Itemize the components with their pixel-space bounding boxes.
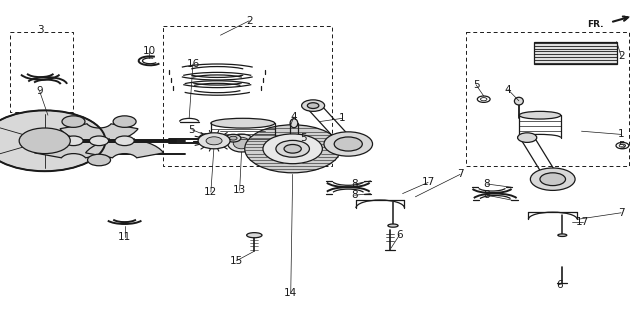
Text: 2: 2	[246, 16, 252, 26]
Text: 7: 7	[618, 208, 624, 218]
Text: 11: 11	[118, 232, 131, 242]
Text: 7: 7	[457, 169, 463, 180]
Circle shape	[88, 154, 111, 166]
Text: 14: 14	[284, 288, 297, 298]
Text: 4: 4	[505, 84, 511, 95]
Text: 8: 8	[484, 179, 490, 189]
Text: 9: 9	[36, 86, 43, 96]
Text: 8: 8	[351, 179, 358, 189]
Text: 2: 2	[618, 51, 624, 61]
Circle shape	[276, 140, 309, 157]
Text: 12: 12	[204, 187, 217, 197]
Circle shape	[530, 168, 575, 190]
Text: 15: 15	[230, 256, 243, 266]
Text: 6: 6	[556, 280, 562, 290]
Circle shape	[89, 136, 109, 146]
Circle shape	[62, 116, 85, 127]
Circle shape	[334, 137, 362, 151]
Text: 10: 10	[142, 46, 155, 56]
Ellipse shape	[290, 119, 298, 128]
Text: FR.: FR.	[587, 20, 604, 28]
Bar	[534, 42, 617, 64]
Text: 13: 13	[233, 185, 246, 196]
Circle shape	[64, 136, 83, 146]
Circle shape	[115, 136, 134, 146]
Circle shape	[263, 134, 323, 164]
Circle shape	[19, 128, 70, 154]
Ellipse shape	[558, 234, 567, 236]
Circle shape	[245, 125, 341, 173]
Ellipse shape	[514, 97, 523, 105]
Circle shape	[302, 100, 325, 111]
Circle shape	[206, 137, 222, 145]
Text: 5: 5	[618, 140, 624, 151]
Text: 5: 5	[300, 132, 307, 143]
Text: 3: 3	[37, 25, 43, 36]
Text: 4: 4	[291, 112, 297, 122]
Text: 8: 8	[484, 190, 490, 200]
Circle shape	[540, 173, 566, 186]
Circle shape	[0, 110, 105, 171]
Circle shape	[518, 133, 537, 142]
Ellipse shape	[233, 137, 250, 149]
Text: 8: 8	[351, 190, 358, 200]
Text: 1: 1	[339, 113, 345, 124]
Ellipse shape	[519, 111, 561, 119]
Circle shape	[229, 136, 237, 140]
Circle shape	[198, 133, 230, 149]
Circle shape	[113, 116, 136, 127]
Circle shape	[284, 145, 302, 153]
Ellipse shape	[247, 233, 262, 238]
Wedge shape	[86, 139, 164, 158]
Circle shape	[226, 134, 241, 142]
Ellipse shape	[211, 118, 275, 128]
Circle shape	[307, 103, 319, 108]
Text: 5: 5	[473, 80, 479, 90]
Ellipse shape	[388, 224, 398, 227]
Circle shape	[324, 132, 373, 156]
Wedge shape	[60, 124, 138, 142]
Text: 5: 5	[189, 124, 195, 135]
Text: 16: 16	[187, 59, 199, 69]
Text: 1: 1	[618, 129, 624, 140]
Text: 6: 6	[396, 230, 403, 240]
Ellipse shape	[227, 134, 256, 152]
Wedge shape	[35, 139, 112, 158]
Text: 17: 17	[576, 217, 589, 228]
Text: 17: 17	[422, 177, 435, 188]
